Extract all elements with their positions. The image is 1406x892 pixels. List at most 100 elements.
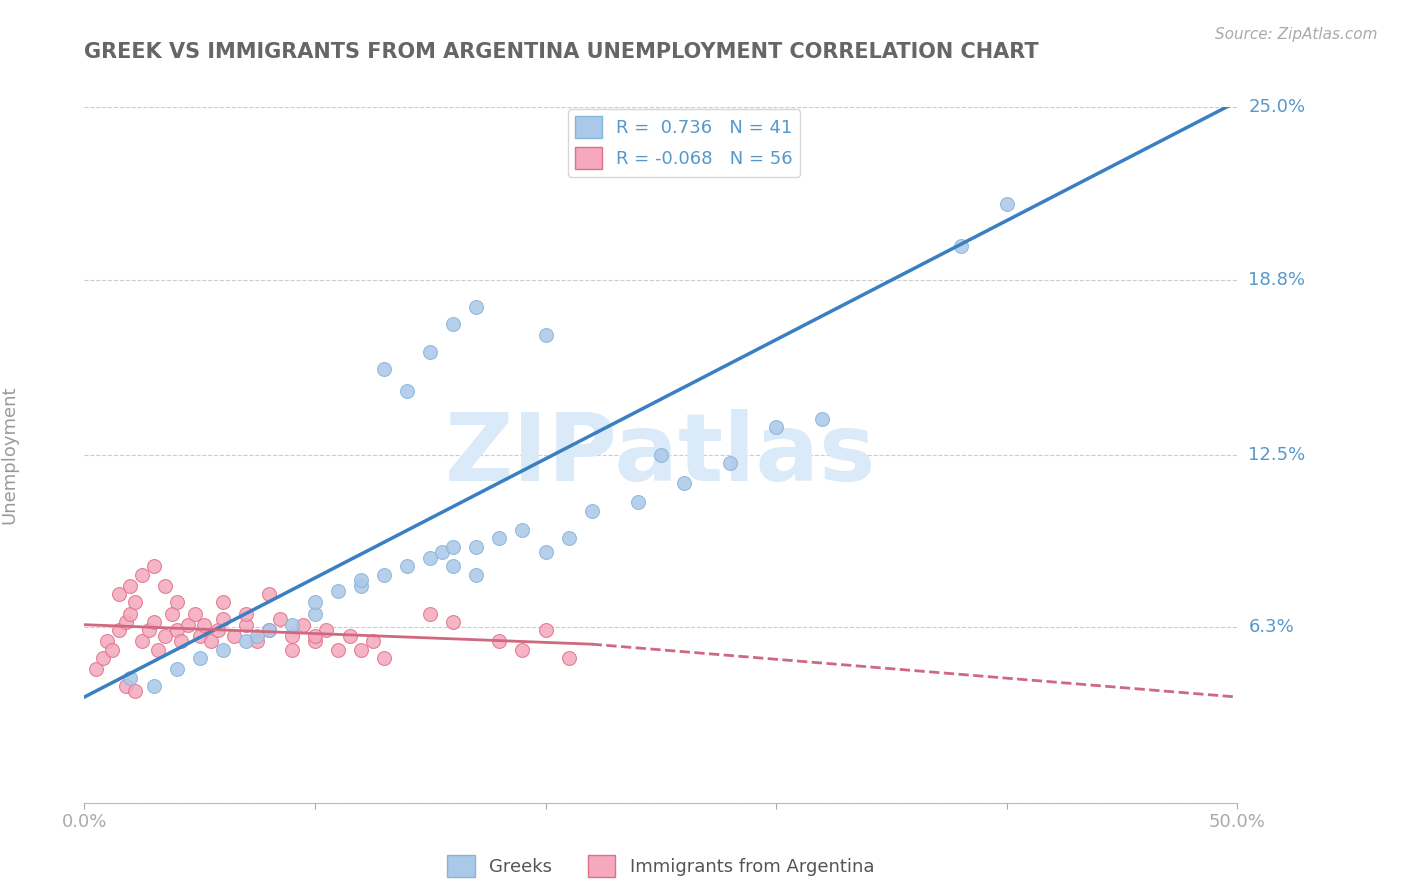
Point	[557, 651, 579, 665]
Point	[138, 624, 160, 638]
Point	[465, 301, 488, 315]
Point	[142, 615, 165, 629]
Point	[534, 545, 557, 559]
Point	[441, 540, 464, 554]
Point	[235, 634, 257, 648]
Point	[304, 607, 326, 621]
Point	[193, 617, 215, 632]
Point	[257, 624, 280, 638]
Point	[281, 642, 304, 657]
Point	[166, 595, 188, 609]
Point	[304, 634, 326, 648]
Point	[200, 634, 222, 648]
Point	[146, 642, 169, 657]
Point	[115, 679, 138, 693]
Point	[177, 617, 200, 632]
Point	[131, 567, 153, 582]
Point	[396, 384, 419, 398]
Text: Unemployment: Unemployment	[0, 385, 18, 524]
Point	[281, 629, 304, 643]
Point	[142, 679, 165, 693]
Point	[281, 617, 304, 632]
Point	[995, 197, 1018, 211]
Point	[188, 629, 211, 643]
Point	[292, 617, 315, 632]
Point	[350, 573, 373, 587]
Point	[441, 559, 464, 574]
Point	[304, 595, 326, 609]
Point	[269, 612, 291, 626]
Point	[512, 523, 534, 537]
Point	[235, 617, 257, 632]
Point	[84, 662, 107, 676]
Point	[96, 634, 118, 648]
Point	[124, 595, 146, 609]
Point	[108, 587, 131, 601]
Point	[257, 624, 280, 638]
Point	[373, 361, 395, 376]
Point	[166, 624, 188, 638]
Point	[115, 615, 138, 629]
Point	[101, 642, 124, 657]
Point	[488, 532, 510, 546]
Point	[188, 651, 211, 665]
Text: 25.0%: 25.0%	[1249, 98, 1306, 116]
Point	[166, 662, 188, 676]
Point	[430, 545, 453, 559]
Point	[534, 624, 557, 638]
Point	[350, 642, 373, 657]
Point	[419, 607, 441, 621]
Point	[488, 634, 510, 648]
Point	[650, 448, 672, 462]
Point	[765, 420, 787, 434]
Point	[627, 495, 650, 509]
Point	[361, 634, 384, 648]
Point	[211, 612, 233, 626]
Point	[207, 624, 229, 638]
Text: 6.3%: 6.3%	[1249, 618, 1294, 637]
Text: Source: ZipAtlas.com: Source: ZipAtlas.com	[1215, 27, 1378, 42]
Point	[512, 642, 534, 657]
Point	[350, 579, 373, 593]
Point	[153, 579, 176, 593]
Point	[142, 559, 165, 574]
Point	[534, 328, 557, 343]
Point	[419, 550, 441, 565]
Point	[811, 411, 834, 425]
Legend: Greeks, Immigrants from Argentina: Greeks, Immigrants from Argentina	[440, 847, 882, 884]
Point	[131, 634, 153, 648]
Point	[124, 684, 146, 698]
Point	[396, 559, 419, 574]
Point	[108, 624, 131, 638]
Text: 12.5%: 12.5%	[1249, 446, 1306, 464]
Point	[441, 615, 464, 629]
Point	[581, 503, 603, 517]
Point	[120, 607, 142, 621]
Point	[315, 624, 337, 638]
Text: GREEK VS IMMIGRANTS FROM ARGENTINA UNEMPLOYMENT CORRELATION CHART: GREEK VS IMMIGRANTS FROM ARGENTINA UNEMP…	[84, 43, 1039, 62]
Point	[465, 540, 488, 554]
Point	[441, 317, 464, 331]
Text: 18.8%: 18.8%	[1249, 270, 1305, 289]
Point	[326, 642, 349, 657]
Point	[153, 629, 176, 643]
Point	[120, 671, 142, 685]
Point	[224, 629, 246, 643]
Point	[246, 634, 269, 648]
Point	[557, 532, 579, 546]
Point	[465, 567, 488, 582]
Point	[326, 584, 349, 599]
Point	[339, 629, 361, 643]
Point	[211, 642, 233, 657]
Point	[120, 579, 142, 593]
Point	[160, 607, 183, 621]
Point	[304, 629, 326, 643]
Point	[949, 239, 972, 253]
Point	[91, 651, 114, 665]
Point	[672, 475, 695, 490]
Point	[419, 345, 441, 359]
Point	[184, 607, 207, 621]
Point	[246, 629, 269, 643]
Point	[257, 587, 280, 601]
Point	[211, 595, 233, 609]
